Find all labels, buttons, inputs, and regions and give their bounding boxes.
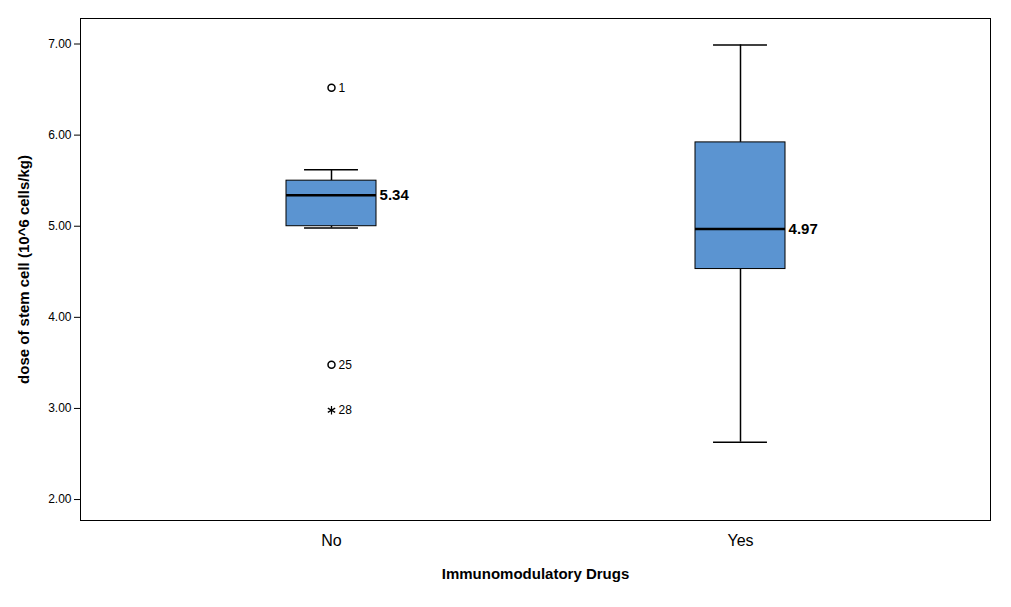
svg-text:Yes: Yes	[727, 532, 753, 549]
svg-text:6.00: 6.00	[48, 128, 72, 142]
svg-text:28: 28	[339, 403, 353, 417]
svg-text:4.00: 4.00	[48, 310, 72, 324]
svg-text:dose of stem cell (10^6 cells/: dose of stem cell (10^6 cells/kg)	[15, 155, 32, 384]
svg-text:No: No	[321, 532, 342, 549]
svg-text:5.34: 5.34	[380, 186, 410, 203]
svg-text:1: 1	[339, 81, 346, 95]
svg-text:3.00: 3.00	[48, 401, 72, 415]
svg-text:4.97: 4.97	[789, 220, 818, 237]
svg-text:5.00: 5.00	[48, 219, 72, 233]
svg-text:7.00: 7.00	[48, 37, 72, 51]
svg-text:2.00: 2.00	[48, 492, 72, 506]
svg-text:25: 25	[339, 358, 353, 372]
svg-text:Immunomodulatory Drugs: Immunomodulatory Drugs	[442, 565, 630, 582]
